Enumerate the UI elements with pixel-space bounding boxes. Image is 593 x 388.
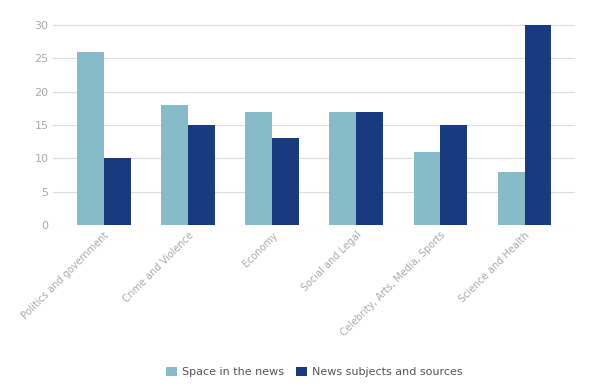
Bar (413, 152, 441, 225)
Bar (272, 139, 299, 225)
Bar (161, 105, 188, 225)
Bar (498, 171, 525, 225)
Bar (356, 112, 383, 225)
Bar (188, 125, 215, 225)
Bar (441, 125, 467, 225)
Bar (104, 158, 131, 225)
Bar (330, 112, 356, 225)
Bar (246, 112, 272, 225)
Bar (77, 52, 104, 225)
Bar (525, 25, 551, 225)
Legend: Space in the news, News subjects and sources: Space in the news, News subjects and sou… (161, 363, 467, 382)
